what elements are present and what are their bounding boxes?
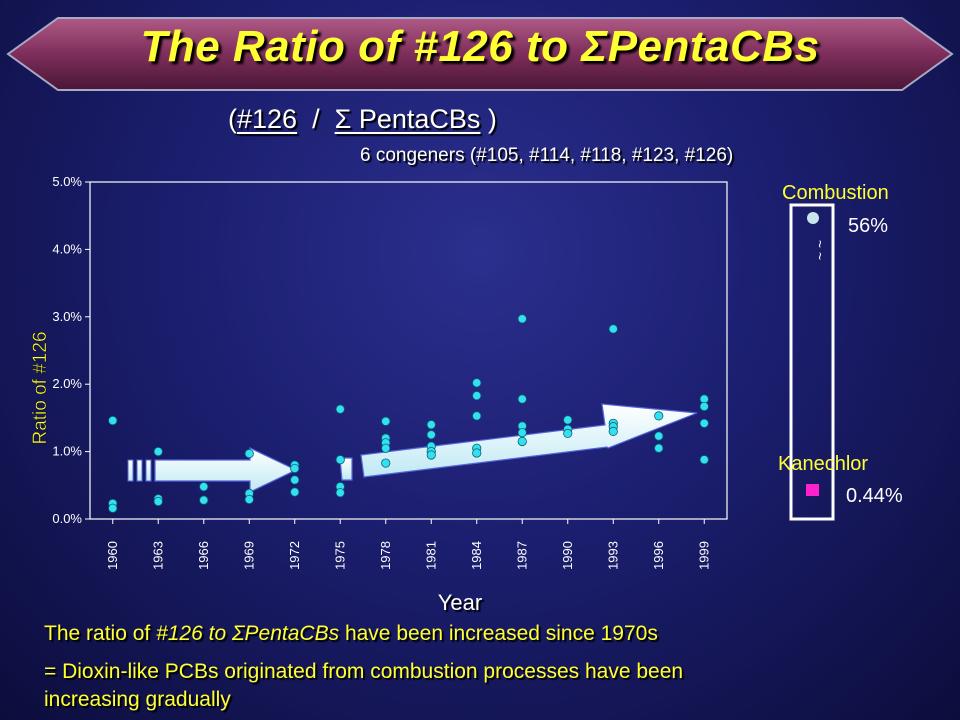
x-tick-label: 1975 — [332, 541, 347, 570]
combustion-value: 56% — [848, 215, 888, 237]
trend-arrows — [127, 403, 698, 493]
data-point — [381, 443, 391, 453]
kanechlor-marker — [806, 484, 819, 496]
x-tick-label: 1963 — [150, 541, 165, 570]
kanechlor-value: 0.44% — [846, 485, 903, 507]
data-point — [244, 494, 254, 505]
x-tick-label: 1969 — [241, 541, 256, 570]
x-tick-label: 1990 — [560, 541, 575, 570]
data-point — [517, 436, 527, 447]
data-point — [517, 394, 527, 404]
formula-numerator: #126 — [237, 104, 298, 134]
data-point — [472, 391, 482, 401]
rising-trend-arrow-tail — [339, 457, 353, 481]
arrow-tail-bar-2 — [136, 459, 143, 482]
formula-open-paren: ( — [228, 104, 237, 134]
y-tick-label: 1.0% — [52, 444, 82, 459]
formula-denominator: Σ PentaCBs — [334, 104, 481, 134]
data-point — [290, 475, 300, 485]
caption-line-1: The ratio of #126 to ΣPentaCBs have been… — [44, 620, 658, 647]
caption-line-1-italic: #126 to ΣPentaCBs — [156, 622, 340, 645]
x-tick-label: 1960 — [105, 541, 120, 570]
data-point — [244, 449, 254, 459]
data-point — [426, 430, 436, 440]
axis-break-mark: ~ ~ — [812, 240, 828, 260]
data-point — [472, 378, 482, 388]
data-point — [608, 426, 618, 436]
x-tick-label: 1978 — [378, 541, 393, 570]
data-point — [381, 416, 391, 426]
title-banner — [0, 14, 960, 94]
caption-line-1-pre: The ratio of — [44, 622, 157, 645]
data-point — [699, 455, 709, 465]
formula-close-paren: ) — [487, 104, 497, 134]
x-tick-label: 1984 — [469, 541, 484, 570]
plot-area — [89, 181, 728, 520]
x-axis-label: Year — [438, 590, 482, 615]
data-point — [654, 431, 664, 441]
data-point — [153, 496, 163, 507]
y-tick-label: 5.0% — [52, 174, 82, 189]
x-tick-label: 1981 — [423, 541, 438, 570]
data-point — [517, 314, 527, 324]
caption-line-1-post: have been increased since 1970s — [339, 622, 658, 645]
data-point — [699, 401, 709, 412]
data-point — [199, 495, 209, 505]
caption-line-2: = Dioxin-like PCBs originated from combu… — [44, 660, 684, 683]
y-axis-label: Ratio of #126 — [30, 331, 51, 444]
flat-trend-arrow — [154, 447, 298, 493]
reference-legend-box — [789, 203, 835, 521]
x-tick-label: 1987 — [514, 541, 529, 570]
y-tick-label: 2.0% — [52, 376, 82, 391]
page-title: The Ratio of #126 to ΣPentaCBs — [140, 22, 820, 71]
x-tick-label: 1966 — [196, 541, 211, 570]
data-point — [472, 411, 482, 421]
data-point — [563, 415, 573, 425]
x-tick-label: 1993 — [605, 541, 620, 570]
data-point — [654, 411, 664, 421]
data-point — [153, 446, 163, 457]
arrow-tail-bar-3 — [145, 459, 152, 482]
data-point — [426, 450, 436, 460]
data-point — [290, 463, 300, 474]
y-tick-label: 4.0% — [52, 241, 82, 256]
data-point — [335, 488, 345, 498]
data-point — [335, 404, 345, 414]
data-point — [335, 455, 345, 465]
caption-line-3: increasing gradually — [44, 688, 231, 711]
data-point — [654, 443, 664, 453]
arrow-tail-bar-1 — [127, 459, 134, 482]
y-tick-label: 0.0% — [52, 511, 82, 526]
kanechlor-label: Kanechlor — [778, 453, 868, 475]
data-point — [472, 448, 482, 458]
combustion-marker — [807, 212, 819, 224]
combustion-label: Combustion — [782, 182, 889, 204]
reference-legend: Combustion 56% ~ ~ Kanechlor 0.44% — [778, 182, 903, 521]
ratio-formula: (#126 / Σ PentaCBs ) — [228, 104, 497, 135]
x-tick-label: 1999 — [696, 541, 711, 570]
data-point — [517, 428, 527, 438]
x-tick-label: 1996 — [651, 541, 666, 570]
congeners-note: 6 congeners (#105, #114, #118, #123, #12… — [360, 145, 734, 166]
rising-trend-arrow — [360, 403, 698, 478]
data-point — [381, 458, 391, 468]
data-point — [426, 420, 436, 430]
data-point — [108, 415, 118, 426]
formula-slash: / — [312, 104, 320, 134]
data-point — [608, 324, 618, 334]
data-point — [199, 482, 209, 492]
data-point — [563, 428, 573, 439]
data-point — [108, 503, 118, 513]
data-point — [699, 418, 709, 428]
x-tick-label: 1972 — [287, 541, 302, 570]
y-tick-label: 3.0% — [52, 309, 82, 324]
data-point — [290, 487, 300, 497]
